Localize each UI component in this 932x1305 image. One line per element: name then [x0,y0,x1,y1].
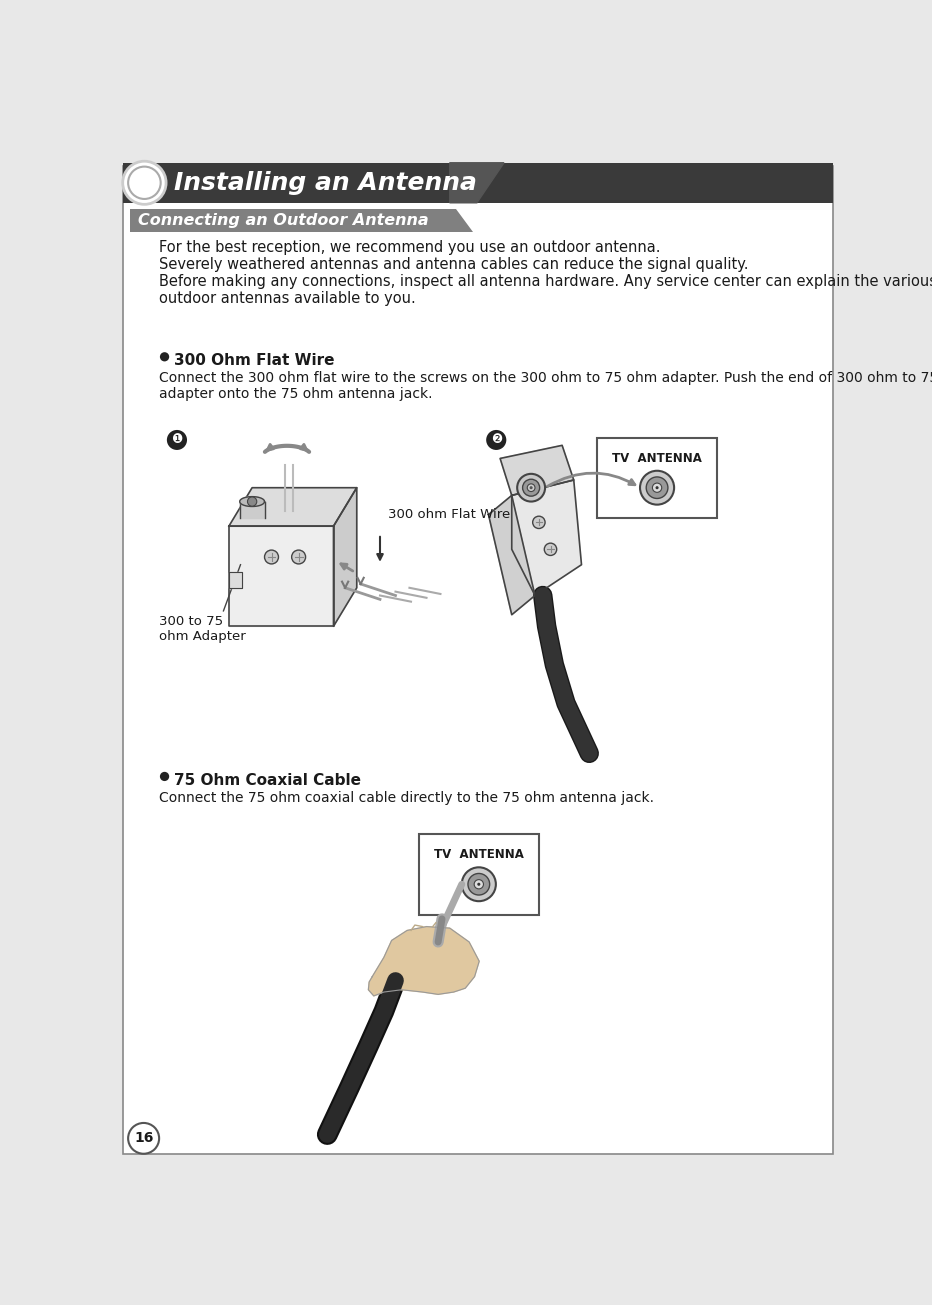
Text: Severely weathered antennas and antenna cables can reduce the signal quality.: Severely weathered antennas and antenna … [159,257,748,271]
Circle shape [265,551,279,564]
Text: TV  ANTENNA: TV ANTENNA [434,848,524,861]
Circle shape [640,471,674,505]
Polygon shape [229,573,242,587]
Bar [418,834,539,915]
Circle shape [528,484,535,492]
Bar [597,437,717,518]
Polygon shape [450,163,504,202]
Text: Connecting an Outdoor Antenna: Connecting an Outdoor Antenna [138,213,429,228]
Text: For the best reception, we recommend you use an outdoor antenna.: For the best reception, we recommend you… [159,240,661,254]
Polygon shape [368,927,479,996]
Circle shape [544,543,556,556]
Circle shape [123,162,166,205]
Polygon shape [240,501,265,518]
Text: Connect the 75 ohm coaxial cable directly to the 75 ohm antenna jack.: Connect the 75 ohm coaxial cable directl… [159,791,654,805]
Bar [130,209,456,232]
Text: 300 ohm Flat Wire: 300 ohm Flat Wire [388,508,510,521]
Circle shape [474,880,484,889]
Text: ❶: ❶ [171,433,183,446]
Circle shape [477,882,480,886]
Circle shape [468,873,489,895]
Circle shape [128,167,160,198]
Polygon shape [488,496,535,615]
Circle shape [533,517,545,529]
Circle shape [167,429,187,450]
Circle shape [461,868,496,902]
Polygon shape [240,497,265,506]
Polygon shape [334,488,357,626]
Polygon shape [456,209,473,232]
Polygon shape [512,480,582,595]
Circle shape [529,487,533,489]
Text: 300 to 75
ohm Adapter: 300 to 75 ohm Adapter [159,615,246,643]
Circle shape [523,479,540,496]
Circle shape [652,483,662,492]
Text: Installing an Antenna: Installing an Antenna [174,171,477,194]
Polygon shape [229,488,357,526]
Circle shape [517,474,545,501]
Circle shape [655,487,659,489]
Circle shape [292,551,306,564]
Text: ❷: ❷ [490,433,501,446]
Polygon shape [500,445,574,496]
Text: Connect the 300 ohm flat wire to the screws on the 300 ohm to 75 ohm adapter. Pu: Connect the 300 ohm flat wire to the scr… [159,371,932,401]
Circle shape [128,1122,159,1154]
Polygon shape [229,526,334,626]
Circle shape [160,352,170,361]
Text: TV  ANTENNA: TV ANTENNA [612,452,702,465]
Bar [123,163,832,202]
Text: 300 Ohm Flat Wire: 300 Ohm Flat Wire [174,352,335,368]
Text: Before making any connections, inspect all antenna hardware. Any service center : Before making any connections, inspect a… [159,274,932,307]
Circle shape [487,429,506,450]
FancyBboxPatch shape [123,166,832,1154]
Text: 16: 16 [134,1131,153,1146]
Text: 75 Ohm Coaxial Cable: 75 Ohm Coaxial Cable [174,773,361,788]
Circle shape [160,771,170,782]
Circle shape [646,476,668,499]
Circle shape [248,497,257,506]
